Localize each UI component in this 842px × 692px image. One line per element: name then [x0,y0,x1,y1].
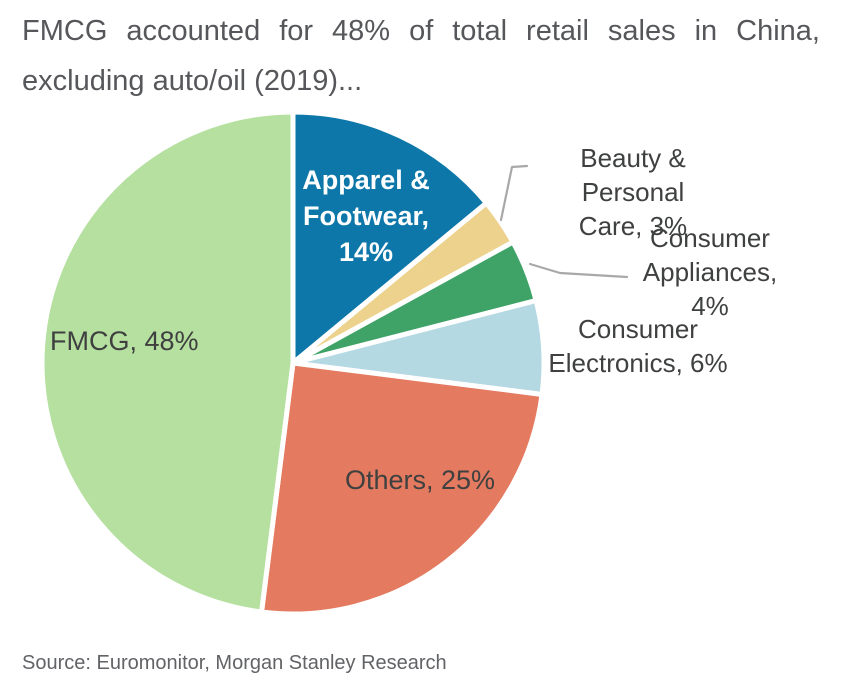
leader-line-consumer-appliances [528,262,629,279]
slice-label-others: Others, 25% [344,465,496,495]
chart-title-line-2: excluding auto/oil (2019)... [22,65,363,97]
slice-label-beauty-personal-care: Beauty & Personal Care, 3% [578,143,688,241]
slice-label-consumer-appliances: Consumer Appliances, 4% [642,223,778,321]
source-note: Source: Euromonitor, Morgan Stanley Rese… [22,652,447,674]
chart-title: FMCG accounted for 48% of total retail s… [22,6,820,106]
slice-label-fmcg: FMCG, 48% [50,326,199,356]
slice-label-apparel-footwear: Apparel & Footwear, 14% [302,165,430,267]
slice-label-consumer-electronics: Consumer Electronics, 6% [548,314,728,378]
pie-slice-fmcg [39,109,296,615]
pie-slice-others [259,360,545,617]
leader-line-beauty-personal-care [499,164,529,222]
chart-title-line-1: FMCG accounted for 48% of total retail s… [22,15,820,47]
pie-slice-apparel-footwear [290,109,489,366]
